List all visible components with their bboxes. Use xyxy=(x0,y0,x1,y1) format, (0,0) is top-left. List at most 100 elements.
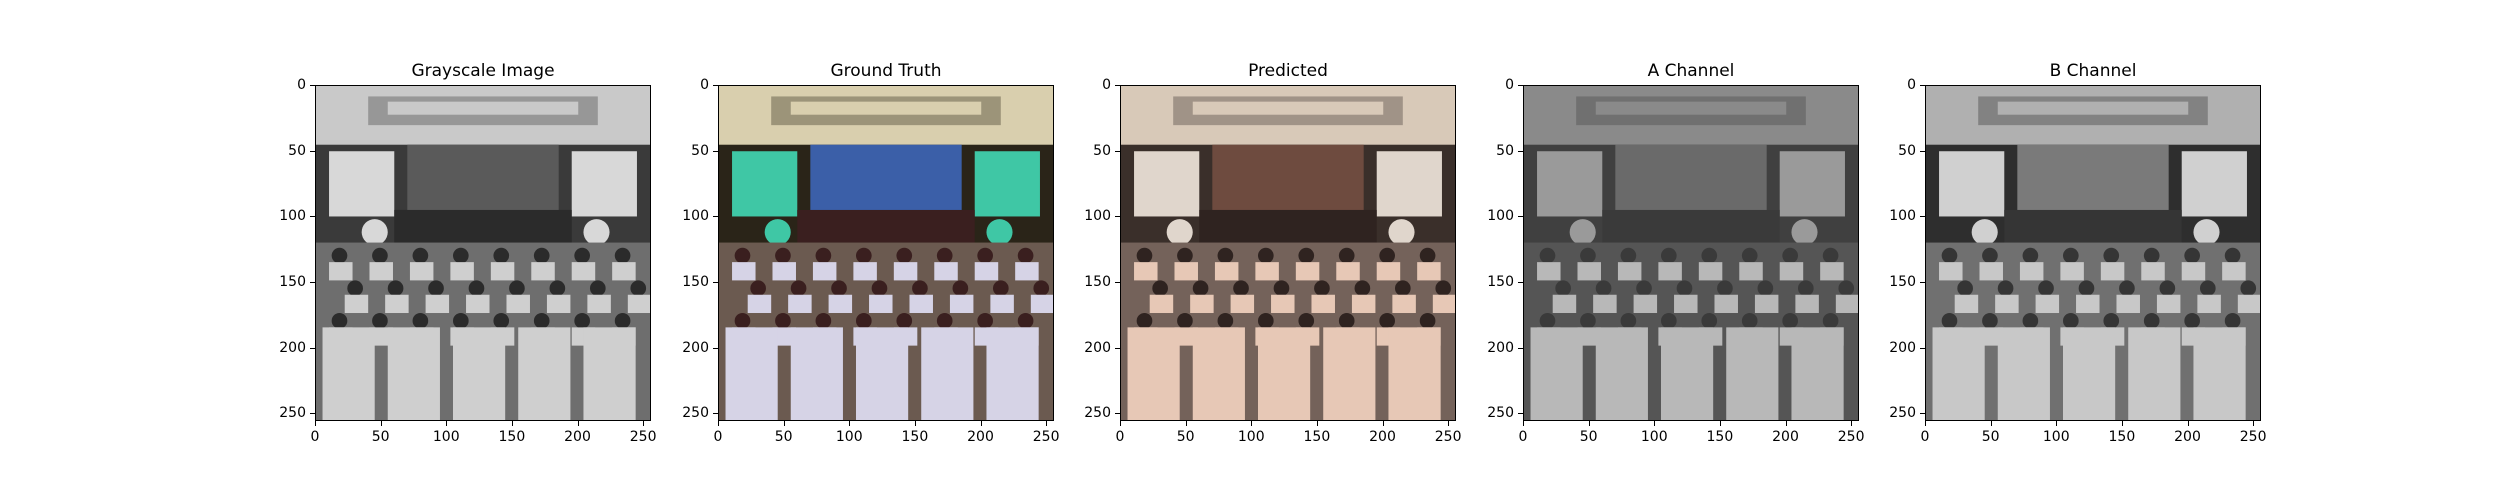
y-tick-mark xyxy=(310,216,315,218)
y-tick-mark xyxy=(1920,150,1925,152)
event-hall-photo xyxy=(719,86,1053,420)
event-hall-photo xyxy=(1121,86,1455,420)
x-tick-label: 250 xyxy=(629,429,657,445)
y-tick-mark xyxy=(713,216,718,218)
y-tick-mark xyxy=(1115,216,1120,218)
event-hall-photo xyxy=(316,86,650,420)
x-tick-label: 100 xyxy=(432,429,460,445)
x-tick-label: 200 xyxy=(564,429,591,445)
y-tick-label: 150 xyxy=(682,273,709,290)
x-tick-mark xyxy=(1654,421,1656,426)
y-tick-label: 250 xyxy=(1487,405,1514,422)
y-tick-label: 100 xyxy=(1084,208,1111,225)
x-tick-label: 200 xyxy=(1369,429,1396,445)
x-tick-mark xyxy=(643,421,645,426)
y-tick-label: 100 xyxy=(279,208,306,225)
x-tick-label: 150 xyxy=(498,429,526,445)
x-tick-mark xyxy=(914,421,916,426)
x-tick-label: 100 xyxy=(835,429,863,445)
x-tick-label: 250 xyxy=(1032,429,1060,445)
panel-image xyxy=(718,85,1054,421)
y-tick-label: 200 xyxy=(1084,339,1111,356)
y-tick-mark xyxy=(1920,413,1925,415)
y-tick-mark xyxy=(1920,216,1925,218)
y-tick-label: 150 xyxy=(1487,273,1514,290)
y-tick-mark xyxy=(1920,281,1925,283)
y-tick-mark xyxy=(1518,216,1523,218)
y-tick-mark xyxy=(713,150,718,152)
x-tick-label: 150 xyxy=(901,429,929,445)
x-tick-label: 200 xyxy=(1772,429,1799,445)
x-tick-mark xyxy=(1719,421,1721,426)
x-tick-label: 0 xyxy=(713,429,723,445)
x-tick-mark xyxy=(446,421,448,426)
x-tick-label: 50 xyxy=(1981,429,2000,445)
x-tick-label: 250 xyxy=(1837,429,1865,445)
y-tick-label: 100 xyxy=(1487,208,1514,225)
x-tick-mark xyxy=(1851,421,1853,426)
x-tick-mark xyxy=(1185,421,1187,426)
y-tick-label: 100 xyxy=(682,208,709,225)
x-tick-mark xyxy=(315,421,316,426)
y-tick-mark xyxy=(310,150,315,152)
x-tick-label: 100 xyxy=(1237,429,1265,445)
x-tick-label: 150 xyxy=(1303,429,1331,445)
y-tick-label: 50 xyxy=(1496,142,1514,159)
y-tick-label: 0 xyxy=(1102,77,1111,93)
x-tick-label: 150 xyxy=(1706,429,1734,445)
y-tick-mark xyxy=(1115,85,1120,86)
x-tick-label: 0 xyxy=(1115,429,1125,445)
panel-title: Predicted xyxy=(1248,61,1328,81)
y-tick-label: 0 xyxy=(1907,77,1916,93)
panel-image xyxy=(315,85,651,421)
x-tick-mark xyxy=(1785,421,1787,426)
x-tick-mark xyxy=(783,421,785,426)
y-tick-label: 50 xyxy=(1898,142,1916,159)
y-tick-mark xyxy=(713,281,718,283)
panel-image xyxy=(1523,85,1859,421)
x-tick-mark xyxy=(1316,421,1318,426)
x-tick-mark xyxy=(1925,421,1926,426)
x-tick-mark xyxy=(1523,421,1524,426)
y-tick-mark xyxy=(1518,85,1523,86)
y-tick-label: 150 xyxy=(1084,273,1111,290)
y-tick-label: 200 xyxy=(1889,339,1916,356)
y-tick-mark xyxy=(713,413,718,415)
x-tick-mark xyxy=(849,421,851,426)
x-tick-label: 250 xyxy=(2239,429,2267,445)
y-tick-label: 50 xyxy=(691,142,709,159)
y-tick-label: 200 xyxy=(1487,339,1514,356)
x-tick-label: 50 xyxy=(1579,429,1598,445)
x-tick-mark xyxy=(511,421,513,426)
x-tick-mark xyxy=(577,421,579,426)
x-tick-label: 250 xyxy=(1434,429,1462,445)
y-tick-label: 150 xyxy=(279,273,306,290)
y-tick-label: 50 xyxy=(288,142,306,159)
y-tick-label: 100 xyxy=(1889,208,1916,225)
x-tick-mark xyxy=(1990,421,1992,426)
event-hall-photo xyxy=(1524,86,1858,420)
y-tick-mark xyxy=(1920,85,1925,86)
y-tick-label: 250 xyxy=(682,405,709,422)
x-tick-label: 100 xyxy=(2042,429,2070,445)
x-tick-label: 0 xyxy=(1920,429,1930,445)
x-tick-label: 0 xyxy=(310,429,320,445)
y-tick-mark xyxy=(713,347,718,349)
x-tick-mark xyxy=(1588,421,1590,426)
x-tick-mark xyxy=(1046,421,1048,426)
y-tick-mark xyxy=(1518,150,1523,152)
panel-title: B Channel xyxy=(2049,61,2137,81)
y-tick-label: 250 xyxy=(279,405,306,422)
y-tick-mark xyxy=(1518,281,1523,283)
x-tick-label: 200 xyxy=(967,429,994,445)
x-tick-label: 100 xyxy=(1640,429,1668,445)
x-tick-label: 50 xyxy=(774,429,793,445)
y-tick-mark xyxy=(1115,281,1120,283)
x-tick-mark xyxy=(1382,421,1384,426)
x-tick-label: 200 xyxy=(2174,429,2201,445)
x-tick-label: 150 xyxy=(2108,429,2136,445)
panel-title: Grayscale Image xyxy=(411,61,555,81)
y-tick-label: 0 xyxy=(297,77,306,93)
x-tick-label: 0 xyxy=(1518,429,1528,445)
